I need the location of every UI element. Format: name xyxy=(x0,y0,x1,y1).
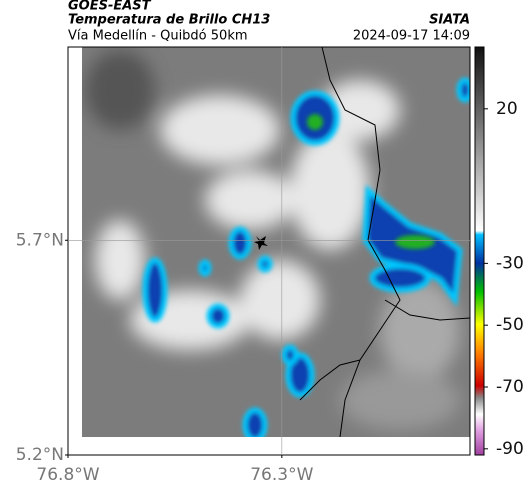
lat-tick-label: 5.7°N xyxy=(16,230,64,250)
satellite-image xyxy=(82,47,470,437)
lon-tick-label: 76.3°W xyxy=(250,465,313,485)
city-marker xyxy=(254,236,268,250)
colorbar-tick-label: -90 xyxy=(496,439,524,459)
colorbar-tick-label: 20 xyxy=(496,99,518,119)
colorbar-tick-label: -70 xyxy=(496,377,524,397)
timestamp: 2024-09-17 14:09 xyxy=(353,29,470,44)
title: GOES-EAST xyxy=(68,0,152,14)
route: Vía Medellín - Quibdó 50km xyxy=(68,29,248,44)
subtitle: Temperatura de Brillo CH13 xyxy=(68,13,270,28)
map-frame xyxy=(67,46,471,456)
colorbar-tick-label: -50 xyxy=(496,315,524,335)
colorbar-tick-label: -30 xyxy=(496,253,524,273)
colorbar xyxy=(474,46,485,456)
source: SIATA xyxy=(429,13,470,28)
lon-tick-label: 76.8°W xyxy=(36,465,99,485)
lat-tick-label: 5.2°N xyxy=(16,445,64,465)
